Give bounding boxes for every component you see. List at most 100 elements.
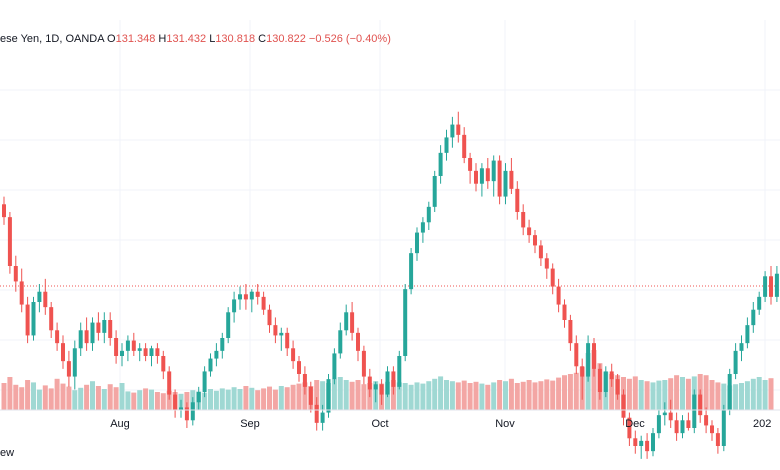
candle-body — [385, 371, 390, 395]
x-tick-label: 202 — [753, 418, 771, 430]
volume-bar — [202, 392, 208, 410]
close-label: C — [258, 33, 267, 45]
volume-bar — [95, 386, 101, 410]
candle-body — [704, 415, 709, 426]
volume-bar — [48, 388, 54, 410]
candle-body — [273, 325, 278, 336]
volume-bar — [514, 383, 520, 410]
volume-bar — [349, 381, 355, 410]
volume-bar — [78, 387, 84, 410]
volume-bar — [249, 387, 255, 410]
candle-body — [544, 258, 549, 269]
volume-bar — [84, 384, 90, 410]
candle-body — [397, 356, 402, 387]
volume-bar — [13, 384, 19, 410]
candle-body — [267, 309, 272, 326]
candle-body — [568, 320, 573, 344]
volume-bar — [402, 383, 408, 410]
volume-bar — [7, 377, 13, 410]
volume-bar — [284, 387, 290, 410]
candle-body — [184, 407, 189, 421]
candle-body — [43, 291, 48, 308]
candle-body — [497, 160, 502, 197]
volume-bar — [497, 380, 503, 410]
candle-body — [656, 415, 661, 434]
candle-body — [403, 289, 408, 356]
volume-bar — [19, 387, 25, 410]
candle-body — [769, 276, 773, 297]
volume-bar — [550, 380, 556, 410]
low-value: 130.818 — [215, 33, 256, 45]
candle-body — [84, 330, 89, 344]
volume-bar — [591, 350, 597, 410]
volume-bar — [520, 381, 526, 410]
volume-bar — [538, 381, 544, 410]
candle-body — [114, 338, 119, 356]
candle-body — [621, 394, 626, 418]
candle-body — [243, 294, 248, 300]
candle-body — [72, 348, 77, 377]
candle-body — [733, 350, 738, 374]
candle-body — [432, 176, 437, 207]
candle-body — [479, 168, 484, 184]
volume-bar — [278, 386, 284, 410]
volume-bar — [113, 387, 119, 410]
volume-bar — [125, 391, 131, 410]
volume-bar — [756, 377, 762, 410]
high-value: 131.432 — [166, 33, 207, 45]
candle-body — [13, 266, 18, 282]
candle-body — [226, 312, 231, 338]
volume-bar — [107, 384, 113, 410]
x-tick-label: Aug — [110, 418, 130, 430]
candle-body — [120, 350, 124, 356]
volume-bar — [709, 380, 715, 410]
candle-body — [615, 379, 620, 395]
candle-body — [692, 394, 697, 428]
candle-body — [710, 425, 714, 434]
candle-body — [597, 368, 602, 392]
candle-body — [391, 371, 396, 387]
candle-body — [285, 332, 290, 349]
volume-bar — [632, 376, 638, 410]
volume-bar — [267, 386, 272, 410]
volume-bar — [361, 384, 367, 410]
candle-body — [61, 343, 65, 362]
candle-body — [90, 322, 95, 344]
x-tick-label: Oct — [371, 418, 388, 430]
volume-bar — [237, 389, 243, 410]
candle-body — [96, 322, 101, 333]
candle-body — [314, 404, 319, 423]
candle-body — [426, 206, 431, 223]
candle-body — [297, 361, 301, 374]
volume-bar — [213, 390, 219, 410]
candle-body — [102, 320, 107, 333]
low-label: L — [209, 33, 216, 45]
candle-body — [603, 371, 608, 392]
volume-bar — [656, 380, 662, 410]
candle-body — [491, 160, 496, 182]
candle-body — [161, 356, 166, 372]
candle-body — [37, 291, 42, 302]
candle-body — [214, 350, 219, 359]
volume-bar — [31, 382, 36, 410]
volume-bar — [302, 382, 308, 410]
volume-bar — [255, 390, 261, 410]
candle-body — [179, 407, 183, 410]
candle-body — [143, 348, 148, 356]
volume-bar — [160, 393, 166, 410]
candle-body — [574, 343, 579, 367]
volume-bar — [721, 383, 727, 410]
candle-body — [196, 392, 201, 403]
candle-body — [757, 296, 762, 310]
footer-label[interactable]: ew — [0, 447, 15, 459]
volume-bar — [272, 389, 278, 410]
volume-bar — [750, 378, 756, 410]
volume-bar — [438, 376, 444, 410]
volume-bar — [485, 384, 491, 410]
candle-body — [415, 232, 419, 254]
volume-bar — [650, 382, 656, 410]
volume-bar — [1, 383, 7, 410]
volume-bar — [638, 380, 644, 410]
high-label: H — [158, 33, 167, 45]
